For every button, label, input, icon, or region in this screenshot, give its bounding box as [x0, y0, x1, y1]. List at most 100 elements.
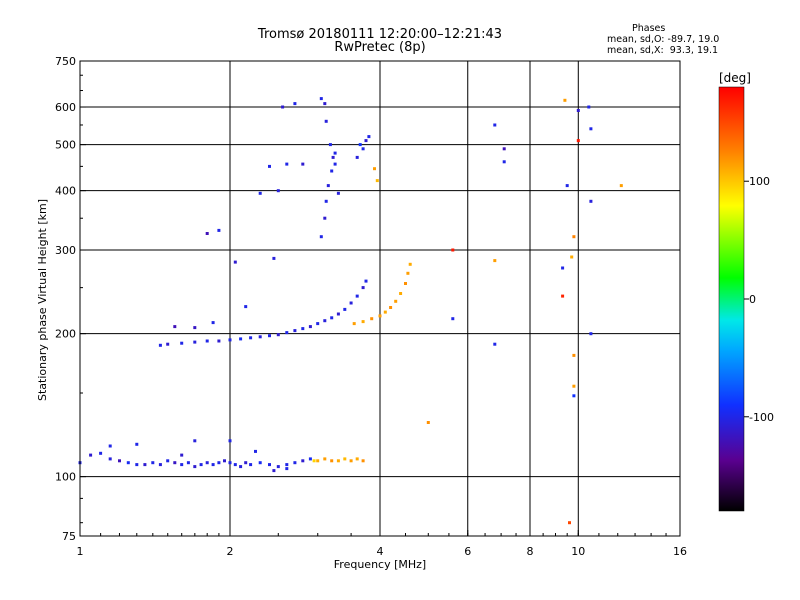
y-tick-label: 300 [55, 244, 76, 257]
data-point [108, 444, 112, 448]
data-point [565, 184, 569, 188]
data-point [333, 162, 337, 166]
data-point [355, 155, 359, 159]
y-axis-label: Stationary phase Virtual Height [km] [36, 199, 49, 401]
phase-stats-x: mean, sd,X: 93.3, 19.1 [607, 46, 718, 56]
data-point [361, 320, 365, 324]
data-point [258, 461, 262, 465]
data-point [258, 191, 262, 195]
data-point [205, 461, 209, 465]
data-point [375, 179, 379, 183]
data-points [78, 97, 623, 525]
data-point [589, 199, 593, 203]
chart-title: Tromsø 20180111 12:20:00–12:21:43 [257, 27, 503, 42]
data-point [211, 321, 215, 325]
x-tick-label: 16 [673, 545, 687, 558]
data-point [244, 305, 248, 309]
data-point [319, 235, 323, 239]
data-point [108, 457, 112, 461]
x-tick-label: 1 [77, 545, 84, 558]
data-point [323, 216, 327, 220]
y-tick-label: 600 [55, 101, 76, 114]
data-point [228, 338, 232, 342]
data-point [223, 459, 226, 463]
data-point [173, 325, 177, 329]
data-point [619, 184, 623, 188]
data-point [316, 322, 320, 326]
data-point [135, 442, 139, 446]
data-point [493, 123, 497, 127]
data-point [589, 127, 593, 131]
data-point [319, 97, 323, 101]
y-tick-label: 500 [55, 139, 76, 152]
data-point [193, 439, 197, 443]
data-point [323, 102, 327, 106]
data-point [576, 139, 580, 143]
data-point [406, 271, 410, 275]
data-point [336, 459, 340, 463]
data-point [502, 160, 506, 164]
data-point [89, 453, 93, 457]
data-point [343, 457, 347, 461]
data-point [268, 463, 271, 467]
data-point [373, 167, 376, 171]
data-point [364, 139, 368, 143]
data-point [336, 191, 340, 195]
data-point [281, 105, 285, 109]
data-point [343, 307, 347, 311]
data-point [572, 384, 576, 388]
data-point [361, 286, 365, 290]
y-tick-label: 75 [62, 530, 76, 543]
data-point [249, 336, 253, 340]
data-point [217, 339, 221, 343]
data-point [233, 463, 237, 467]
data-point [330, 459, 334, 463]
data-point [166, 342, 170, 346]
data-point [285, 331, 289, 335]
data-point [572, 394, 576, 398]
data-point [301, 327, 305, 331]
data-point [324, 119, 328, 123]
data-point [333, 151, 337, 155]
data-point [326, 184, 330, 188]
data-point [570, 255, 574, 259]
data-point [308, 457, 312, 461]
data-point [239, 337, 243, 341]
data-point [205, 339, 209, 343]
data-point [285, 162, 289, 166]
data-point [99, 451, 103, 455]
data-point [312, 459, 316, 463]
data-point [135, 463, 139, 467]
colorbar [718, 86, 745, 512]
data-point [408, 262, 412, 266]
data-point [451, 248, 455, 252]
data-point [239, 465, 243, 469]
data-point [370, 317, 374, 321]
chart-subtitle: RwPretec (8p) [334, 40, 426, 55]
data-point [451, 317, 455, 321]
data-point [158, 463, 162, 467]
data-point [576, 109, 580, 112]
data-point [331, 155, 335, 159]
data-point [330, 316, 334, 320]
data-point [404, 282, 407, 285]
data-point [367, 135, 371, 139]
data-point [293, 461, 297, 465]
data-point [244, 461, 248, 465]
colorbar-label: [deg] [719, 71, 751, 85]
data-point [493, 259, 497, 263]
x-tick-label: 2 [227, 545, 234, 558]
data-point [572, 235, 576, 239]
phase-o-label: mean, sd,O: [607, 34, 665, 45]
data-point [199, 463, 203, 467]
data-point [323, 457, 327, 461]
data-point [355, 294, 359, 298]
data-point [561, 266, 565, 270]
data-point [324, 199, 328, 203]
colorbar-ticks: 100 0 -100 [744, 175, 774, 424]
data-point [589, 332, 593, 336]
data-point [205, 232, 209, 235]
data-point [151, 461, 155, 465]
data-point [268, 164, 271, 168]
